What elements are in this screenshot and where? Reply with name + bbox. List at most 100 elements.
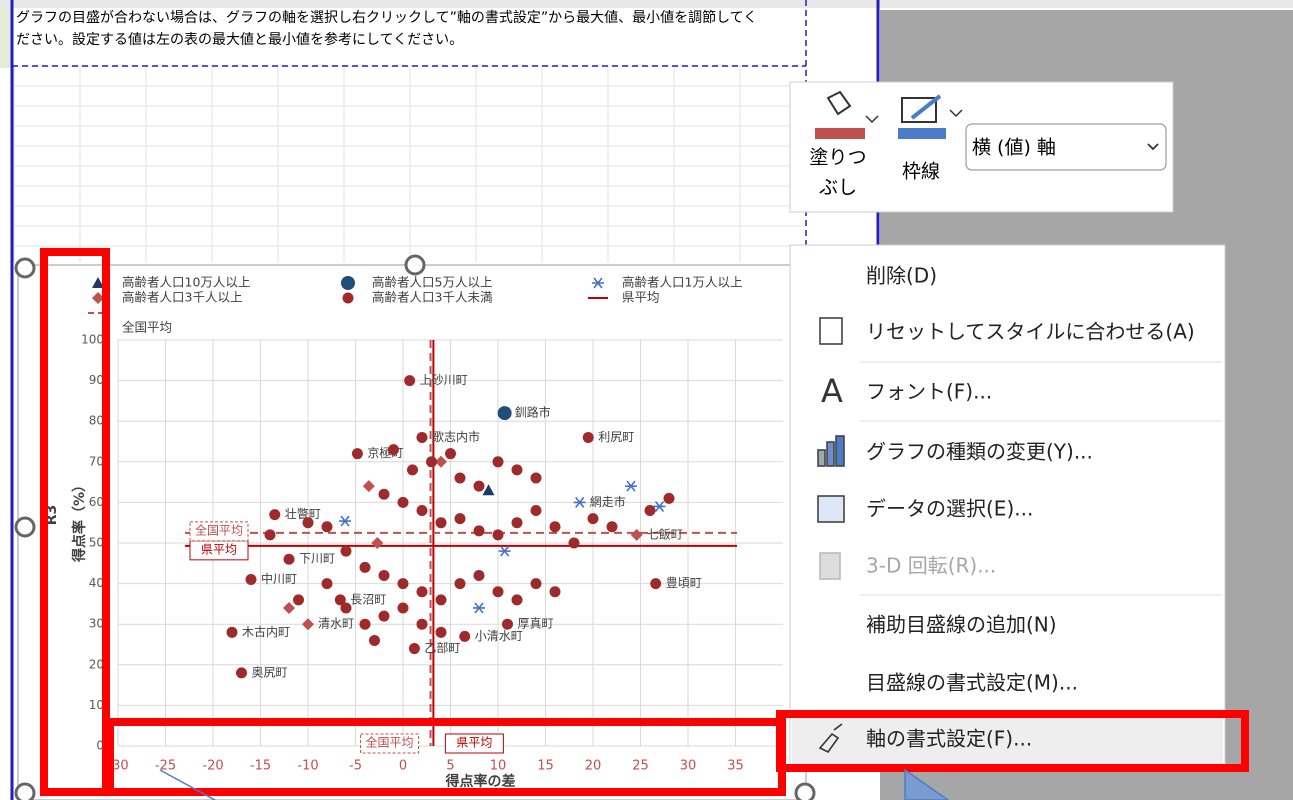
chart-type-icon	[835, 435, 845, 467]
point	[606, 521, 618, 533]
y-axis-title: 得点率（%）	[71, 478, 88, 563]
point	[492, 529, 504, 541]
line-label-box	[360, 733, 420, 754]
y-tick-label: 40	[89, 576, 104, 590]
context-menu	[789, 244, 1226, 771]
fill-label[interactable]: 塗りつ	[809, 146, 866, 169]
chevron[interactable]	[1147, 143, 1159, 151]
y-tick-label: 80	[89, 414, 104, 428]
point	[511, 517, 523, 529]
legend-marker	[342, 292, 354, 304]
handle[interactable]	[404, 254, 426, 276]
handle[interactable]	[14, 257, 36, 279]
dropdown[interactable]	[965, 123, 1167, 171]
menu-highlight	[792, 714, 1223, 766]
outline-label[interactable]: 枠線	[902, 161, 940, 183]
point	[454, 578, 466, 590]
y-tick-label: 50	[89, 536, 104, 550]
y-tick-label: 60	[89, 495, 104, 509]
point	[339, 515, 352, 527]
outline-icon[interactable]	[901, 97, 937, 123]
cell-fill	[0, 8, 12, 68]
point	[340, 545, 352, 557]
point	[269, 509, 281, 521]
x-tick-label: 10	[490, 759, 507, 774]
point	[416, 586, 428, 598]
x-tick-label: 30	[680, 759, 697, 774]
handle[interactable]	[794, 782, 816, 800]
point	[397, 602, 409, 614]
point	[530, 578, 542, 590]
point	[625, 480, 637, 492]
outline-color[interactable]	[898, 128, 946, 139]
point	[644, 505, 656, 517]
point	[416, 505, 428, 517]
menu-item[interactable]: 削除(D)	[866, 264, 937, 288]
point	[568, 537, 580, 549]
menu-item[interactable]: グラフの種類の変更(Y)...	[866, 440, 1093, 464]
point	[587, 513, 599, 525]
fill-color[interactable]	[815, 128, 865, 139]
y-tick-label: 20	[89, 657, 104, 671]
chevron[interactable]	[949, 109, 963, 118]
menu-item[interactable]: 補助目盛線の追加(N)	[866, 613, 1057, 637]
handle[interactable]	[14, 782, 36, 800]
point-label: 利尻町	[598, 430, 634, 444]
point	[293, 594, 304, 606]
handle[interactable]	[14, 516, 36, 538]
point	[226, 626, 238, 638]
point-label: 中川町	[261, 571, 297, 586]
dropdown-label[interactable]: 横 (値) 軸	[972, 137, 1056, 159]
point	[492, 456, 504, 468]
point	[435, 455, 447, 468]
menu-item[interactable]: 目盛線の書式設定(M)...	[866, 671, 1078, 695]
point-label: 釧路市	[515, 405, 551, 420]
x-tick-label: -5	[349, 759, 362, 774]
x-tick-label: -15	[250, 759, 271, 774]
x-tick-label: 15	[537, 759, 554, 774]
point-label: 長沼町	[350, 592, 386, 606]
highlight-box	[776, 710, 1249, 772]
point	[359, 561, 371, 573]
legend-label: 全国平均	[122, 320, 172, 335]
x-tick-label: 5	[446, 759, 454, 774]
menu-icons: A	[817, 317, 845, 754]
x-axis-title: 得点率の差	[445, 773, 516, 790]
menu-item[interactable]: 軸の書式設定(F)...	[866, 727, 1032, 751]
point	[378, 610, 390, 622]
menu-items: 削除(D) リセットしてスタイルに合わせる(A) フォント(F)... グラフの種類の…	[792, 264, 1223, 766]
point	[549, 521, 561, 533]
point	[582, 431, 594, 443]
point-label: 網走市	[590, 494, 626, 509]
point-label: 小清水町	[475, 629, 523, 643]
y-tick-label: 10	[89, 698, 104, 712]
fill-label[interactable]: ぶし	[819, 177, 857, 199]
pen[interactable]	[910, 94, 942, 120]
legend-marker	[92, 292, 104, 304]
line-label: 全国平均	[366, 735, 414, 750]
line-label-box	[189, 521, 249, 542]
x-tick-label: 20	[585, 759, 602, 774]
point	[435, 626, 447, 638]
point	[511, 594, 523, 606]
reset-icon	[819, 317, 843, 345]
handles	[14, 254, 816, 800]
point	[454, 513, 466, 525]
fill-icon[interactable]	[826, 90, 852, 116]
menu-item[interactable]: フォント(F)...	[866, 380, 992, 404]
point	[302, 517, 314, 529]
menu-item[interactable]: リセットしてスタイルに合わせる(A)	[866, 320, 1195, 344]
menu-item: 3-D 回転(R)...	[866, 554, 996, 578]
point	[408, 643, 420, 655]
point	[302, 618, 314, 631]
legend-label: 高齢者人口5万人以上	[372, 275, 492, 290]
point	[378, 569, 390, 581]
menu-item[interactable]: データの選択(E)...	[866, 497, 1033, 521]
point	[404, 375, 416, 387]
point	[435, 594, 447, 606]
y-tick-label: 100	[81, 333, 104, 347]
chevron[interactable]	[865, 115, 879, 124]
point	[334, 594, 346, 606]
menu-separators	[860, 361, 1222, 596]
